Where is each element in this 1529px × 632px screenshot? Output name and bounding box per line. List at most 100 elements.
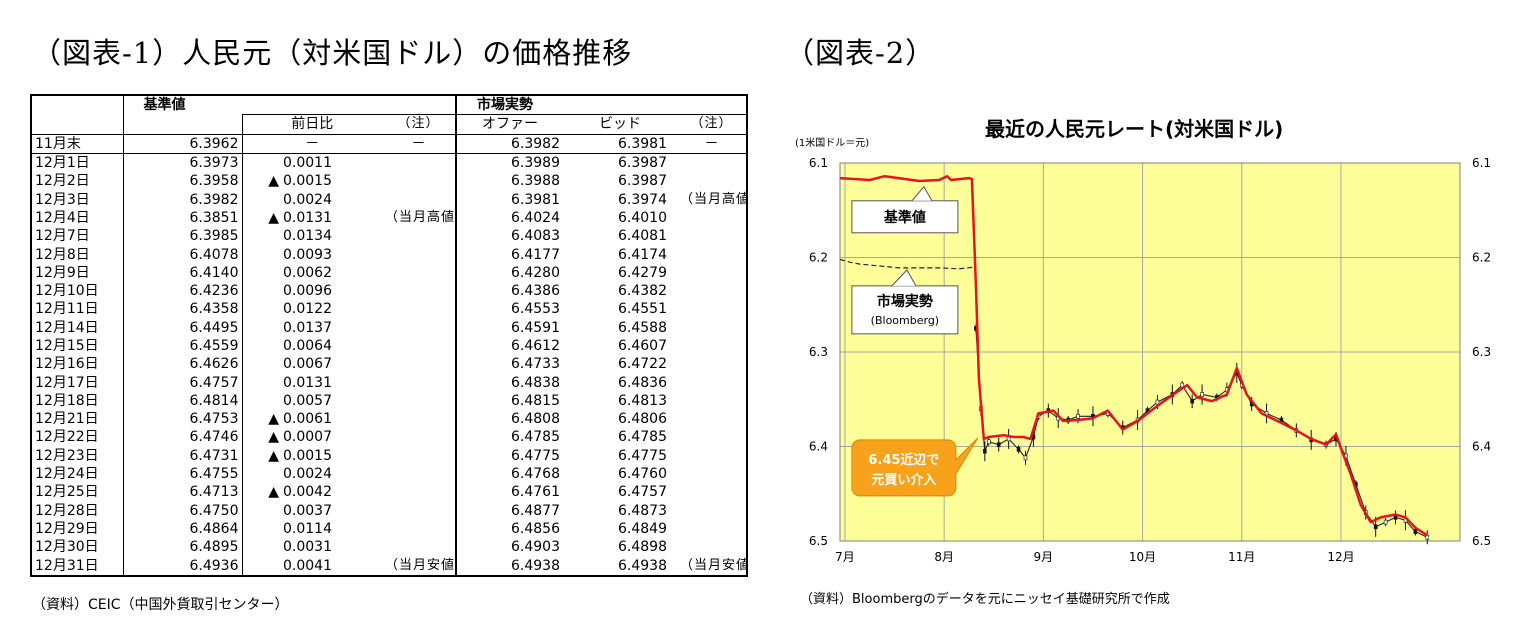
row-date: 12月29日 — [35, 520, 99, 537]
change-value: 0.0093 — [283, 246, 332, 263]
change-value: 0.0061 — [283, 411, 332, 428]
row-note — [382, 153, 456, 172]
row-base-rate: 6.4495 — [122, 318, 242, 337]
price-tick-body — [983, 448, 987, 454]
row-date: 12月21日 — [35, 411, 99, 428]
row-date: 12月11日 — [35, 301, 99, 318]
row-change: 0.0137 — [241, 318, 382, 337]
row-note2 — [677, 264, 747, 282]
row-offer: 6.4612 — [455, 336, 563, 356]
intervention-callout — [851, 437, 979, 497]
row-change: ▲ 0.0131 — [241, 208, 382, 228]
row-note2 — [677, 410, 747, 428]
row-bid: 6.4785 — [618, 429, 667, 446]
header-prev-day: 前日比 — [241, 114, 382, 135]
row-note — [382, 447, 456, 465]
row-offer: 6.4808 — [455, 410, 563, 429]
y-tick-label: 6.4 — [1472, 440, 1491, 454]
table-row: 12月7日 6.3985 0.0134 6.4083 6.4081 — [31, 227, 747, 246]
market-label-box — [851, 285, 959, 335]
table-row: 12月3日 6.3982 0.0024 6.3981 6.3974 （当月高値） — [31, 190, 747, 209]
table-row: 12月8日 6.4078 0.0093 6.4177 6.4174 — [31, 245, 747, 264]
row-note — [382, 245, 456, 263]
row-date: 12月10日 — [35, 283, 99, 300]
x-tick-label: 9月 — [1034, 550, 1054, 564]
row-date: 12月7日 — [35, 228, 90, 245]
table-row: 12月25日 6.4713 ▲ 0.0042 6.4761 6.4757 — [31, 483, 747, 502]
row-base-rate: 6.4746 — [122, 428, 242, 447]
row-base-rate: 6.4078 — [122, 245, 242, 264]
row-note2 — [677, 373, 747, 391]
intervention-label-line1: 6.45近辺で — [868, 452, 939, 468]
row-bid: 6.4174 — [618, 246, 667, 263]
row-note — [382, 300, 456, 318]
row-note — [382, 264, 456, 282]
row-offer: 6.4877 — [455, 501, 563, 520]
header-offer: オファー — [455, 114, 563, 135]
row-date: 12月24日 — [35, 466, 99, 483]
row-note — [382, 282, 456, 300]
row-base-rate: 6.4936 — [122, 556, 242, 576]
row-note — [382, 355, 456, 373]
table-row: 12月18日 6.4814 0.0057 6.4815 6.4813 — [31, 391, 747, 411]
row-change: 0.0134 — [241, 227, 382, 246]
table-row: 12月14日 6.4495 0.0137 6.4591 6.4588 — [31, 318, 747, 337]
row-offer: 6.4815 — [455, 391, 563, 411]
row-bid: 6.4806 — [618, 411, 667, 428]
row-note: － — [382, 134, 456, 154]
table-row: 12月11日 6.4358 0.0122 6.4553 6.4551 — [31, 300, 747, 319]
change-value: 0.0041 — [283, 557, 332, 574]
row-bid: 6.4010 — [618, 209, 667, 226]
price-tick-body — [1383, 519, 1388, 525]
row-base-rate: 6.4750 — [122, 501, 242, 520]
row-change: 0.0122 — [241, 300, 382, 319]
row-offer: 6.4761 — [455, 483, 563, 502]
y-tick-label: 6.4 — [809, 440, 828, 454]
row-date: 12月16日 — [35, 356, 99, 373]
chart-source: （資料）Bloombergのデータを元にニッセイ基礎研究所で作成 — [800, 592, 1170, 607]
row-bid: 6.4898 — [618, 539, 667, 556]
row-note2: （当月高値） — [680, 191, 747, 207]
row-offer: 6.4768 — [455, 464, 563, 484]
chart-figure-heading: （図表-2） — [785, 36, 936, 70]
row-change: 0.0011 — [241, 153, 382, 173]
row-base-rate: 6.4140 — [122, 263, 242, 282]
change-value: 0.0024 — [283, 191, 332, 208]
row-note2 — [677, 172, 747, 190]
header-bid: ビッド — [563, 114, 677, 135]
row-bid: 6.4588 — [618, 319, 667, 336]
row-bid: 6.4938 — [618, 557, 667, 574]
row-note2 — [677, 447, 747, 465]
row-base-rate: 6.4731 — [122, 446, 242, 465]
table-source: （資料）CEIC（中国外貨取引センター） — [32, 597, 289, 613]
table-row: 12月15日 6.4559 0.0064 6.4612 6.4607 — [31, 336, 747, 356]
row-date: 12月15日 — [35, 338, 99, 354]
change-value: 0.0131 — [283, 374, 332, 391]
change-value: 0.0067 — [283, 356, 332, 373]
y-tick-label: 6.2 — [1472, 251, 1491, 265]
change-value: 0.0015 — [283, 447, 332, 464]
y-tick-label: 6.5 — [1472, 534, 1491, 548]
decline-triangle-icon: ▲ — [268, 447, 279, 464]
series-line-market-pre — [839, 258, 976, 270]
row-date: 12月22日 — [35, 429, 99, 446]
market-label: 市場実勢 — [877, 293, 933, 310]
row-note2 — [677, 245, 747, 263]
price-tick-body — [1200, 392, 1204, 397]
table-row: 12月30日 6.4895 0.0031 6.4903 6.4898 — [31, 538, 747, 557]
row-change: ▲ 0.0042 — [241, 483, 382, 502]
row-bid: 6.3974 — [618, 191, 667, 208]
market-label-note: (Bloomberg) — [871, 314, 939, 327]
table-row: 12月21日 6.4753 ▲ 0.0061 6.4808 6.4806 — [31, 410, 747, 429]
row-note2 — [677, 392, 747, 410]
price-tick-body — [1413, 529, 1418, 534]
row-offer: 6.3989 — [455, 153, 563, 173]
table-row: 12月17日 6.4757 0.0131 6.4838 6.4836 — [31, 373, 747, 392]
row-offer: 6.4386 — [455, 281, 563, 301]
plot-border — [839, 162, 1461, 542]
row-change: 0.0114 — [241, 519, 382, 539]
row-change: 0.0031 — [241, 538, 382, 557]
base-rate-label-box — [851, 200, 959, 234]
change-value: 0.0015 — [283, 173, 332, 190]
intervention-label-line2: 元買い介入 — [871, 472, 936, 488]
